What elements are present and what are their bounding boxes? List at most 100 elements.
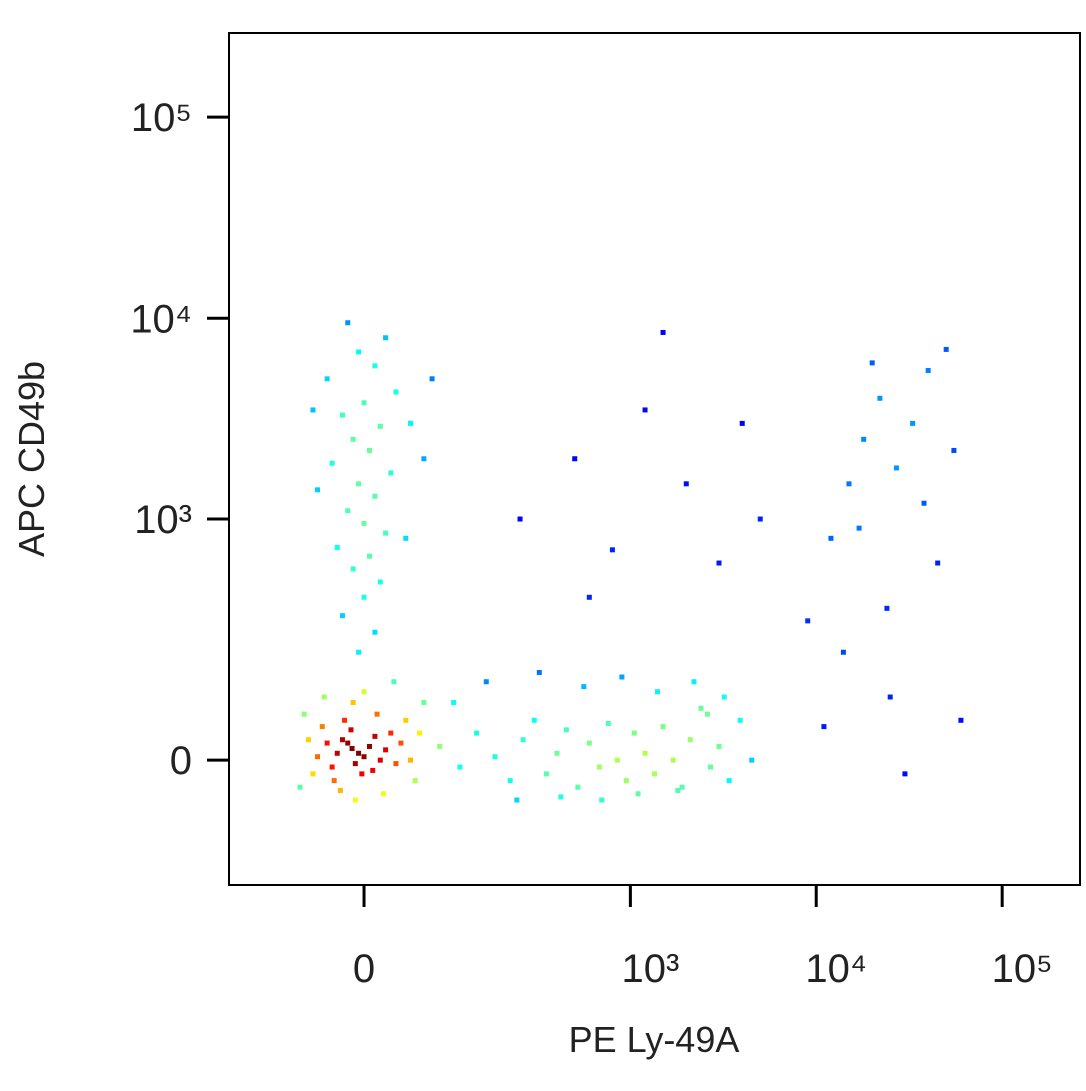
event-dot: [586, 594, 592, 600]
plot-frame: [228, 32, 1081, 886]
event-dot: [536, 669, 542, 675]
event-dot: [377, 579, 383, 585]
event-dot: [315, 754, 321, 760]
event-dot: [301, 711, 307, 717]
event-dot: [543, 771, 549, 777]
event-dot: [921, 500, 927, 506]
event-dot: [691, 679, 697, 685]
event-dot: [635, 791, 641, 797]
event-dot: [388, 730, 394, 736]
event-dot: [642, 407, 648, 413]
event-dot: [575, 784, 581, 790]
event-dot: [687, 737, 693, 743]
event-dot: [554, 750, 560, 756]
event-dot: [349, 745, 355, 751]
event-dot: [329, 764, 335, 770]
event-dot: [623, 778, 629, 784]
event-dot: [492, 754, 498, 760]
event-dot: [609, 547, 615, 553]
event-dot: [377, 423, 383, 429]
event-dot: [698, 705, 704, 711]
event-dot: [517, 516, 523, 522]
event-dot: [361, 594, 367, 600]
event-dot: [383, 747, 389, 753]
event-dot: [619, 674, 625, 680]
event-dot: [377, 757, 383, 763]
event-dot: [408, 420, 414, 426]
event-dot: [393, 761, 399, 767]
event-dot: [345, 740, 351, 746]
event-dot: [683, 481, 689, 487]
event-dot: [846, 481, 852, 487]
event-dot: [370, 767, 376, 773]
event-dot: [840, 649, 846, 655]
event-dot: [586, 740, 592, 746]
event-dot: [704, 711, 710, 717]
event-dot: [884, 605, 890, 611]
y-axis-label: APC CD49b: [11, 361, 52, 557]
event-dot: [437, 743, 443, 749]
x-tick-label: 10⁴: [805, 947, 867, 991]
event-dot: [359, 771, 365, 777]
event-dot: [310, 771, 316, 777]
event-dot: [421, 700, 427, 706]
event-dot: [350, 700, 356, 706]
event-dot: [660, 329, 666, 335]
event-dot: [408, 757, 414, 763]
x-tick-label: 0: [353, 947, 375, 991]
event-dot: [350, 566, 356, 572]
event-dot: [531, 717, 537, 723]
event-dot: [707, 764, 713, 770]
event-dot: [391, 679, 397, 685]
event-dot: [861, 436, 867, 442]
event-dot: [749, 757, 755, 763]
event-dot: [660, 724, 666, 730]
event-dot: [642, 750, 648, 756]
event-dot: [345, 320, 351, 326]
event-dot: [655, 689, 661, 695]
event-dot: [315, 487, 321, 493]
event-dot: [429, 376, 435, 382]
event-dot: [324, 376, 330, 382]
event-dot: [352, 797, 358, 803]
event-dot: [451, 700, 457, 706]
event-dot: [474, 730, 480, 736]
event-dot: [339, 613, 345, 619]
event-dot: [581, 684, 587, 690]
event-dot: [339, 412, 345, 418]
event-dot: [388, 470, 394, 476]
event-dot: [372, 493, 378, 499]
event-dot: [383, 335, 389, 341]
event-dot: [350, 436, 356, 442]
event-dot: [372, 629, 378, 635]
event-dot: [329, 460, 335, 466]
event-dot: [331, 778, 337, 784]
event-dot: [716, 560, 722, 566]
event-dot: [380, 791, 386, 797]
event-dot: [417, 730, 423, 736]
event-dot: [297, 784, 303, 790]
event-dot: [631, 730, 637, 736]
event-dot: [342, 717, 348, 723]
event-dot: [366, 743, 372, 749]
event-dot: [334, 544, 340, 550]
event-dot: [352, 761, 358, 767]
event-dot: [339, 737, 345, 743]
event-dot: [951, 447, 957, 453]
points-layer: [297, 320, 964, 803]
event-dot: [305, 737, 311, 743]
event-dot: [679, 784, 685, 790]
event-dot: [403, 535, 409, 541]
event-dot: [514, 797, 520, 803]
event-dot: [356, 649, 362, 655]
event-dot: [737, 717, 743, 723]
event-dot: [558, 794, 564, 800]
event-dot: [393, 389, 399, 395]
event-dot: [366, 447, 372, 453]
event-dot: [457, 764, 463, 770]
event-dot: [366, 553, 372, 559]
event-dot: [421, 456, 427, 462]
event-dot: [739, 420, 745, 426]
event-dot: [361, 400, 367, 406]
